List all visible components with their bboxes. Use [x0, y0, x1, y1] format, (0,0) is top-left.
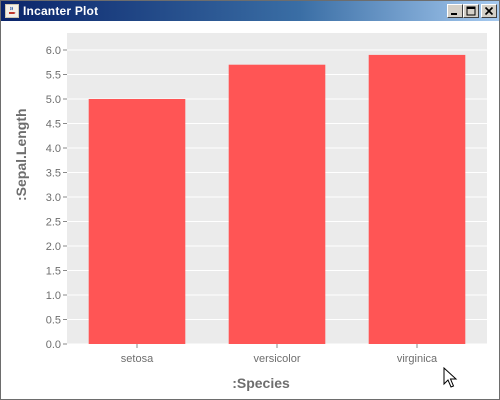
close-icon [484, 6, 494, 16]
java-cup-icon [5, 4, 19, 18]
x-axis-label: :Species [232, 375, 290, 391]
y-axis-label: :Sepal.Length [13, 108, 29, 201]
maximize-icon [466, 6, 476, 16]
minimize-icon [451, 13, 457, 15]
minimize-button[interactable] [447, 4, 463, 18]
window-title: Incanter Plot [23, 4, 99, 18]
close-button[interactable] [481, 4, 497, 18]
bar [228, 64, 326, 344]
y-tick-label: 5.5 [46, 70, 61, 82]
y-tick-label: 0.5 [46, 315, 61, 327]
x-tick-label: virginica [397, 353, 438, 365]
x-tick-label: versicolor [253, 353, 300, 365]
y-tick-label: 4.5 [46, 119, 61, 131]
bar [88, 99, 186, 344]
maximize-button[interactable] [463, 4, 479, 18]
y-tick-label: 1.5 [46, 266, 61, 278]
mouse-pointer-icon [443, 367, 458, 388]
bar-chart: 0.0 0.5 1.0 1.5 2.0 2.5 3.0 3.5 4.0 4.5 5.0 5.5 6.0 s… [46, 33, 487, 365]
bar [368, 54, 466, 345]
y-tick-label: 0.0 [46, 339, 61, 351]
y-tick-label: 4.0 [46, 143, 61, 155]
chart-panel: 0.0 0.5 1.0 1.5 2.0 2.5 3.0 3.5 4.0 4.5 5.0 5.5 6.0 s… [1, 21, 499, 399]
y-tick-label: 2.0 [46, 241, 61, 253]
y-tick-label: 1.0 [46, 290, 61, 302]
y-tick-label: 5.0 [46, 94, 61, 106]
y-tick-label: 3.0 [46, 192, 61, 204]
y-tick-label: 2.5 [46, 217, 61, 229]
y-tick-label: 3.5 [46, 168, 61, 180]
title-bar[interactable]: Incanter Plot [1, 1, 499, 21]
y-tick-label: 6.0 [46, 45, 61, 57]
x-tick-label: setosa [121, 353, 154, 365]
